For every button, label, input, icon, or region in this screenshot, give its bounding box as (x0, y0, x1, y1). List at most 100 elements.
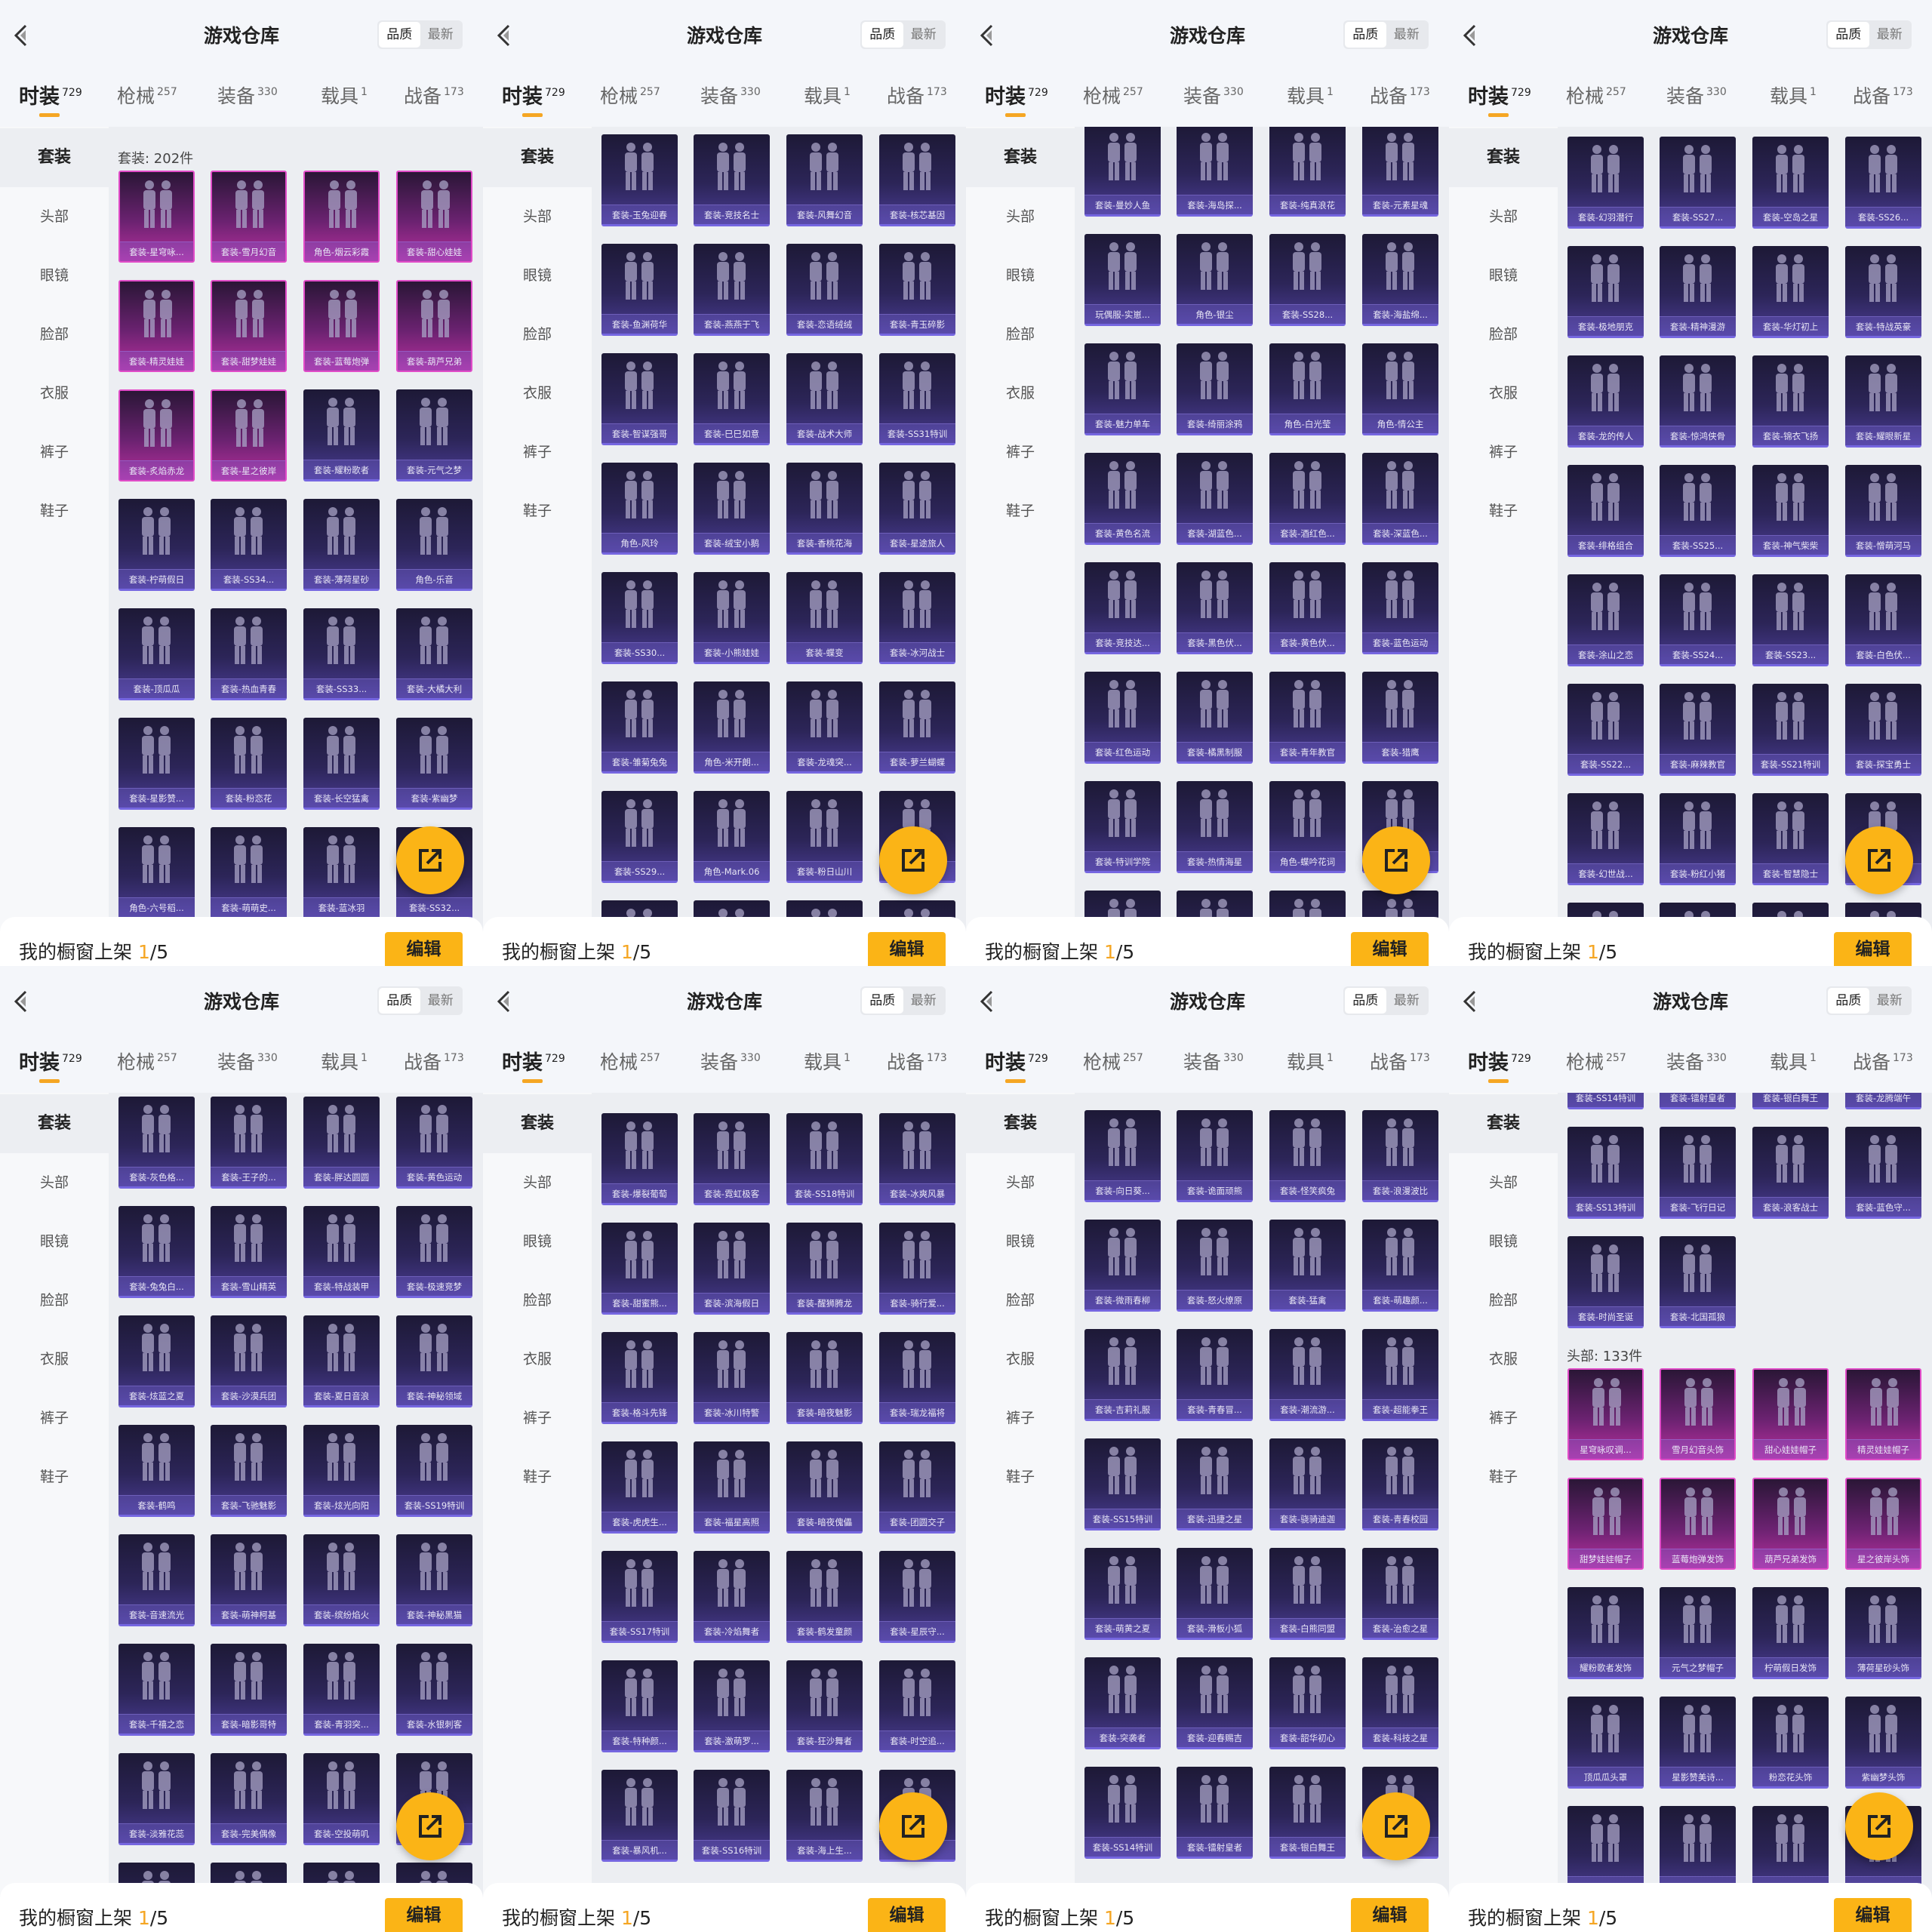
item-tile[interactable]: 套装-竞技达... (1084, 562, 1161, 654)
item-tile[interactable]: 角色-情公主 (1362, 343, 1438, 435)
item-tile[interactable]: 套装-SS17特训 (601, 1551, 678, 1643)
sidebar-item[interactable]: 衣服 (1488, 385, 1518, 401)
tab-2[interactable]: 装备 330 (1183, 82, 1244, 109)
item-tile[interactable]: 套装-锦衣飞扬 (1752, 355, 1829, 448)
tab-3[interactable]: 载具 1 (804, 82, 851, 109)
item-tile[interactable]: 套装-飞行日记 (1660, 1127, 1736, 1219)
item-tile[interactable]: 套装-鱼渊荷华 (601, 244, 678, 336)
tab-0[interactable]: 时装 729 (19, 1046, 82, 1075)
item-tile[interactable]: 套装-神秘领域 (396, 1315, 472, 1407)
item-tile[interactable]: 套装-突袭者 (1084, 1657, 1161, 1749)
sidebar-item[interactable]: 裤子 (39, 1410, 69, 1426)
share-button[interactable] (879, 826, 947, 894)
item-tile[interactable]: 套装-SS15特训 (1084, 1438, 1161, 1531)
item-tile[interactable]: 套装-浪漫波比 (1362, 1110, 1438, 1202)
item-tile[interactable]: 套装-星影赞... (118, 718, 195, 810)
item-tile[interactable]: 套装-燕燕于飞 (694, 244, 770, 336)
item-tile[interactable]: 套装-骑行爱... (879, 1223, 955, 1315)
sidebar-item[interactable]: 头部 (522, 208, 552, 225)
sidebar-item[interactable]: 脸部 (1005, 1292, 1035, 1309)
item-tile[interactable]: 套装-核芯基因 (879, 134, 955, 226)
item-tile[interactable]: 套装-冷焰舞者 (694, 1551, 770, 1643)
item-tile[interactable]: 玩偶服-实崽... (1084, 234, 1161, 326)
sidebar-item[interactable]: 鞋子 (1488, 503, 1518, 519)
tab-1[interactable]: 枪械 257 (1566, 1048, 1626, 1075)
item-tile[interactable]: 套装-时尚圣诞 (1567, 1236, 1644, 1328)
item-tile[interactable]: 套装-麻辣教官 (1660, 684, 1736, 776)
tab-4[interactable]: 战备 173 (887, 1048, 947, 1075)
sidebar-item[interactable]: 头部 (1488, 208, 1518, 225)
sidebar-item[interactable]: 裤子 (522, 1410, 552, 1426)
tab-3[interactable]: 载具 1 (321, 82, 368, 109)
item-tile[interactable]: 套装-耀粉歌者 (303, 389, 380, 481)
edit-button[interactable]: 编辑 (868, 1898, 946, 1932)
share-button[interactable] (1845, 826, 1913, 894)
sort-option-1[interactable]: 最新 (1876, 27, 1903, 42)
edit-button[interactable]: 编辑 (385, 932, 463, 966)
item-tile[interactable]: 套装-大橘大利 (396, 608, 472, 700)
item-tile[interactable]: 套装-冰河战士 (879, 572, 955, 664)
tab-2[interactable]: 装备 330 (217, 82, 278, 109)
item-tile[interactable]: 套装-智谋强哥 (601, 353, 678, 445)
item-tile[interactable]: 套装-甜梦娃娃 (211, 280, 287, 372)
item-tile[interactable]: 套装-星辰守... (879, 1551, 955, 1643)
tab-2[interactable]: 装备 330 (700, 82, 761, 109)
item-tile[interactable]: 套装-瑞龙福将 (879, 1332, 955, 1424)
item-tile[interactable]: 套装-橘黑制服 (1177, 672, 1253, 764)
item-tile[interactable]: 套装-风舞幻音 (786, 134, 863, 226)
item-tile[interactable]: 套装-特训学院 (1084, 781, 1161, 873)
item-tile[interactable]: 套装-蓝莓炮弹 (303, 280, 380, 372)
item-tile[interactable]: 套装-韶华初心 (1269, 1657, 1346, 1749)
sort-toggle[interactable]: 品质 最新 (860, 986, 946, 1015)
tab-4[interactable]: 战备 173 (1853, 1048, 1913, 1075)
item-tile[interactable]: 套装-神秘黑猫 (396, 1534, 472, 1626)
item-tile[interactable]: 套装-吉莉礼服 (1084, 1329, 1161, 1421)
item-tile[interactable]: 角色-白光莹 (1269, 343, 1346, 435)
item-tile[interactable]: 套装-元气之梦 (396, 389, 472, 481)
item-tile[interactable]: 套装-萌趣颜... (1362, 1220, 1438, 1312)
item-tile[interactable]: 套装-精神漫游 (1660, 246, 1736, 338)
item-tile[interactable]: 元气之梦帽子 (1660, 1587, 1736, 1679)
item-tile[interactable]: 套装-幻羽潜行 (1567, 137, 1644, 229)
item-tile[interactable]: 套装-蓝色运动 (1362, 562, 1438, 654)
chevron-left-icon[interactable] (977, 23, 999, 48)
sort-option-1[interactable]: 最新 (427, 27, 454, 42)
item-tile[interactable]: 套装-纯真浪花 (1269, 125, 1346, 217)
sidebar-item[interactable]: 眼镜 (39, 267, 69, 284)
item-tile[interactable]: 套装-冰爽风暴 (879, 1113, 955, 1205)
item-tile[interactable]: 套装-恋语绒绒 (786, 244, 863, 336)
item-tile[interactable]: 葫芦兄弟发饰 (1752, 1478, 1829, 1570)
item-tile[interactable]: 角色-乐音 (396, 499, 472, 591)
item-tile[interactable]: 套装-青羽突... (303, 1644, 380, 1736)
tab-2[interactable]: 装备 330 (1666, 1048, 1727, 1075)
item-tile[interactable]: 套装-极地朋克 (1567, 246, 1644, 338)
edit-button[interactable]: 编辑 (868, 932, 946, 966)
sidebar-item[interactable]: 脸部 (522, 326, 552, 343)
tab-1[interactable]: 枪械 257 (1566, 82, 1626, 109)
item-tile[interactable]: 柠萌假日发饰 (1752, 1587, 1829, 1679)
item-tile[interactable]: 套装-醒狮腾龙 (786, 1223, 863, 1315)
tab-2[interactable]: 装备 330 (1666, 82, 1727, 109)
tab-3[interactable]: 载具 1 (1770, 82, 1817, 109)
item-tile[interactable]: 套装-龙的传人 (1567, 355, 1644, 448)
item-tile[interactable]: 套装-雪月幻音 (211, 171, 287, 263)
item-tile[interactable]: 套装-玉兔迎春 (601, 134, 678, 226)
item-tile[interactable]: 套装-黄色伏... (1269, 562, 1346, 654)
item-tile[interactable]: 套装-热血青春 (211, 608, 287, 700)
tab-1[interactable]: 枪械 257 (600, 1048, 660, 1075)
item-tile[interactable]: 套装-萝兰蝴蝶 (879, 681, 955, 774)
item-tile[interactable]: 套装-华灯初上 (1752, 246, 1829, 338)
sidebar-item[interactable]: 套装 (1449, 128, 1558, 187)
item-tile[interactable]: 套装-绯格组合 (1567, 465, 1644, 557)
item-tile[interactable]: 套装-涂山之恋 (1567, 574, 1644, 666)
item-tile[interactable]: 套装-绮丽涂鸦 (1177, 343, 1253, 435)
sort-option-0[interactable]: 品质 (1345, 22, 1386, 48)
tab-3[interactable]: 载具 1 (321, 1048, 368, 1075)
sort-option-1[interactable]: 最新 (1876, 993, 1903, 1008)
sort-option-1[interactable]: 最新 (1393, 27, 1420, 42)
item-tile[interactable]: 套装-湖蓝色... (1177, 453, 1253, 545)
item-tile[interactable]: 薄荷星砂头饰 (1845, 1587, 1921, 1679)
item-tile[interactable]: 套装-星之彼岸 (211, 389, 287, 481)
item-tile[interactable]: 耀粉歌者发饰 (1567, 1587, 1644, 1679)
sidebar-item[interactable]: 眼镜 (1005, 1233, 1035, 1250)
